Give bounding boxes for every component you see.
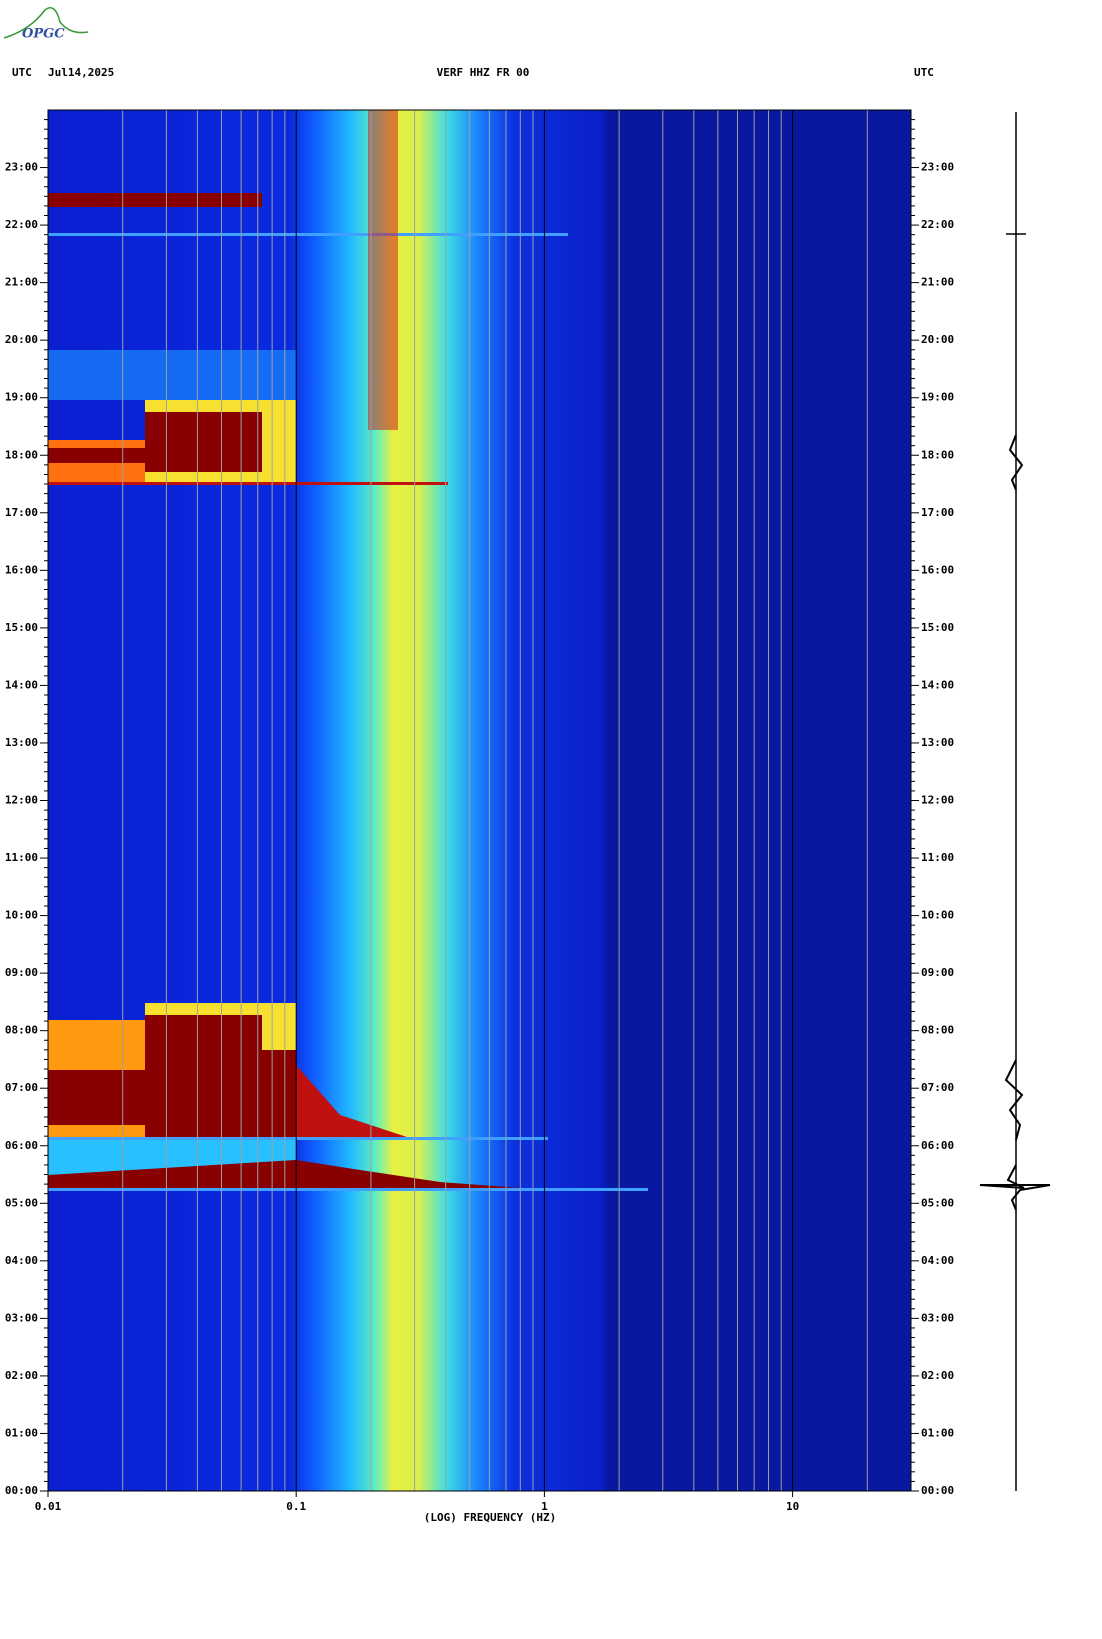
y-tick-label: 07:00 xyxy=(5,1081,38,1094)
y-tick-label: 21:00 xyxy=(921,276,954,289)
date-label: Jul14,2025 xyxy=(48,66,114,79)
y-tick-label: 00:00 xyxy=(5,1484,38,1497)
y-tick-label: 08:00 xyxy=(5,1024,38,1037)
y-tick-label: 15:00 xyxy=(5,621,38,634)
y-tick-label: 17:00 xyxy=(921,506,954,519)
y-tick-label: 06:00 xyxy=(5,1139,38,1152)
y-tick-label: 01:00 xyxy=(921,1426,954,1439)
y-tick-label: 12:00 xyxy=(5,794,38,807)
y-tick-label: 04:00 xyxy=(921,1254,954,1267)
y-tick-label: 05:00 xyxy=(921,1196,954,1209)
y-tick-label: 21:00 xyxy=(5,276,38,289)
spectrogram xyxy=(48,110,911,1491)
y-tick-label: 12:00 xyxy=(921,794,954,807)
y-tick-label: 23:00 xyxy=(5,161,38,174)
y-tick-label: 08:00 xyxy=(921,1024,954,1037)
y-tick-label: 20:00 xyxy=(921,333,954,346)
x-axis-label: (LOG) FREQUENCY (HZ) xyxy=(424,1511,556,1524)
chart-title: VERF HHZ FR 00 xyxy=(437,66,530,79)
y-tick-label: 17:00 xyxy=(5,506,38,519)
event-band xyxy=(368,110,398,430)
x-tick-label: 10 xyxy=(786,1500,799,1513)
y-tick-label: 06:00 xyxy=(921,1139,954,1152)
y-tick-label: 16:00 xyxy=(921,563,954,576)
y-tick-label: 16:00 xyxy=(5,563,38,576)
event-band xyxy=(145,412,262,472)
logo: OPGC xyxy=(3,7,89,42)
y-tick-label: 02:00 xyxy=(921,1369,954,1382)
y-tick-label: 19:00 xyxy=(5,391,38,404)
y-tick-label: 07:00 xyxy=(921,1081,954,1094)
y-tick-label: 22:00 xyxy=(5,218,38,231)
y-tick-label: 03:00 xyxy=(5,1311,38,1324)
y-tick-label: 10:00 xyxy=(5,909,38,922)
event-band xyxy=(48,1070,145,1125)
y-tick-label: 13:00 xyxy=(921,736,954,749)
y-tick-label: 11:00 xyxy=(5,851,38,864)
event-band xyxy=(48,233,568,236)
y-tick-label: 10:00 xyxy=(921,909,954,922)
time-zone-label: UTC xyxy=(914,66,934,79)
x-tick-label: 0.01 xyxy=(35,1500,62,1513)
event-band xyxy=(48,1188,648,1191)
event-band xyxy=(48,193,262,207)
y-tick-label: 13:00 xyxy=(5,736,38,749)
y-tick-label: 22:00 xyxy=(921,218,954,231)
y-tick-label: 04:00 xyxy=(5,1254,38,1267)
trace-event xyxy=(1004,1059,1024,1141)
event-band xyxy=(48,1137,548,1140)
y-tick-label: 00:00 xyxy=(921,1484,954,1497)
y-tick-label: 09:00 xyxy=(5,966,38,979)
x-tick-label: 0.1 xyxy=(286,1500,306,1513)
y-tick-label: 03:00 xyxy=(921,1311,954,1324)
y-tick-label: 23:00 xyxy=(921,161,954,174)
trace-event xyxy=(979,1164,1051,1211)
y-tick-label: 01:00 xyxy=(5,1426,38,1439)
seismogram xyxy=(979,112,1051,1491)
y-tick-label: 05:00 xyxy=(5,1196,38,1209)
y-tick-label: 14:00 xyxy=(921,678,954,691)
trace-event xyxy=(1008,434,1024,491)
y-tick-label: 18:00 xyxy=(921,448,954,461)
axes: 0.01 0.1 1 10 00:00 00:00 01:00 01:00 02:00 02:00… xyxy=(5,109,954,1513)
y-tick-label: 11:00 xyxy=(921,851,954,864)
x-tick-label: 1 xyxy=(541,1500,548,1513)
y-tick-label: 20:00 xyxy=(5,333,38,346)
y-tick-label: 18:00 xyxy=(5,448,38,461)
y-tick-label: 15:00 xyxy=(921,621,954,634)
spectrum-background xyxy=(48,110,911,1491)
event-band xyxy=(48,448,145,463)
event-band xyxy=(48,482,448,485)
y-tick-label: 14:00 xyxy=(5,678,38,691)
y-tick-label: 02:00 xyxy=(5,1369,38,1382)
y-tick-label: 09:00 xyxy=(921,966,954,979)
event-band xyxy=(296,1065,410,1138)
logo-text: OPGC xyxy=(22,27,65,42)
event-band xyxy=(262,1050,296,1138)
time-zone-label: UTC xyxy=(12,66,32,79)
y-tick-label: 19:00 xyxy=(921,391,954,404)
event-band xyxy=(48,350,296,400)
event-band xyxy=(145,1015,262,1138)
